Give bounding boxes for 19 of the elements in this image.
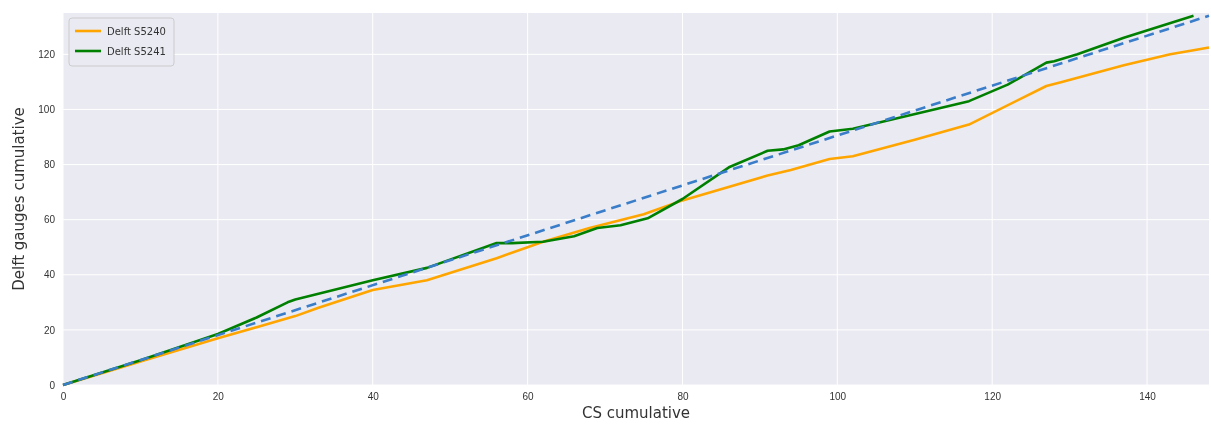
x-tick-label: 40 — [367, 391, 380, 403]
legend-label: Delft S5240 — [107, 26, 166, 37]
y-tick-label: 80 — [43, 159, 56, 171]
x-tick-label: 80 — [677, 391, 689, 403]
y-tick-label: 40 — [43, 269, 56, 281]
y-axis-title: Delft gauges cumulative — [10, 107, 28, 291]
y-tick-label: 100 — [38, 104, 56, 116]
x-axis-title: CS cumulative — [581, 404, 691, 422]
y-tick-label: 20 — [43, 324, 56, 336]
x-tick-label: 140 — [1139, 391, 1157, 403]
x-tick-label: 20 — [212, 391, 225, 403]
x-tick-label: 100 — [829, 391, 847, 403]
x-tick-label: 60 — [522, 391, 535, 403]
x-tick-label: 0 — [60, 391, 67, 403]
x-tick-label: 120 — [984, 391, 1002, 403]
y-tick-label: 120 — [38, 49, 56, 61]
y-tick-label: 60 — [43, 214, 56, 226]
legend-label: Delft S5241 — [107, 46, 166, 57]
y-tick-label: 0 — [49, 379, 56, 391]
